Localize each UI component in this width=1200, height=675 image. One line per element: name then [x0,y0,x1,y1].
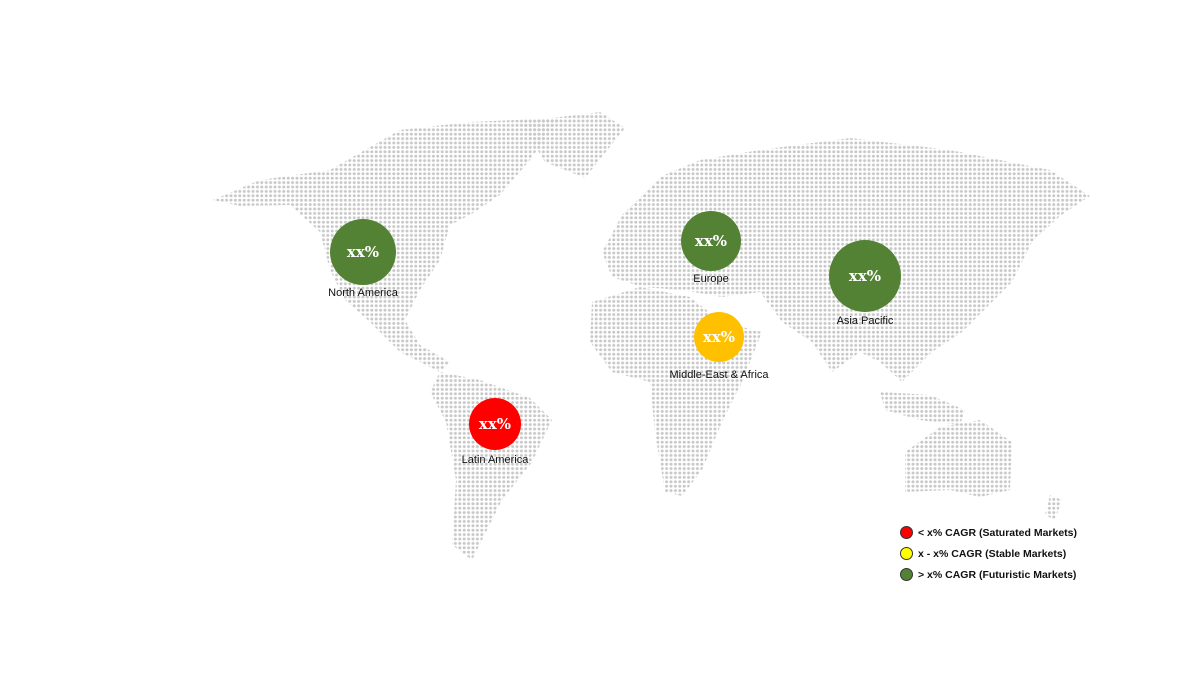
region-bubble-north-america: xx% [330,219,396,285]
continent-greenland [520,112,625,178]
region-bubble-middle-east-africa: xx% [694,312,744,362]
legend-marker [900,568,913,581]
region-bubble-europe: xx% [681,211,741,271]
region-label-middle-east-africa: Middle-East & Africa [669,369,769,381]
region-label-north-america: North America [328,287,398,299]
continent-south-america [430,372,552,560]
legend-marker [900,547,913,560]
region-value: xx% [478,415,512,433]
region-value: xx% [702,328,736,346]
legend-item-futuristic: > x% CAGR (Futuristic Markets) [900,564,1077,585]
continent-new-zealand [1045,495,1062,520]
legend-marker [900,526,913,539]
region-value: xx% [346,243,380,261]
legend-label: x - x% CAGR (Stable Markets) [918,547,1067,560]
region-value: xx% [848,267,882,285]
region-label-latin-america: Latin America [461,454,529,466]
legend-label: < x% CAGR (Saturated Markets) [918,526,1078,539]
legend-label: > x% CAGR (Futuristic Markets) [918,568,1077,581]
region-value: xx% [694,232,728,250]
legend-item-saturated: < x% CAGR (Saturated Markets) [900,522,1077,543]
legend-item-stable: x - x% CAGR (Stable Markets) [900,543,1077,564]
legend: < x% CAGR (Saturated Markets) x - x% CAG… [900,522,1077,585]
region-label-asia-pacific: Asia Pacific [836,315,894,327]
region-bubble-asia-pacific: xx% [829,240,901,312]
region-label-europe: Europe [693,273,729,285]
continent-australia [905,420,1012,497]
region-bubble-latin-america: xx% [469,398,521,450]
continent-se-asia-islands [880,392,965,425]
